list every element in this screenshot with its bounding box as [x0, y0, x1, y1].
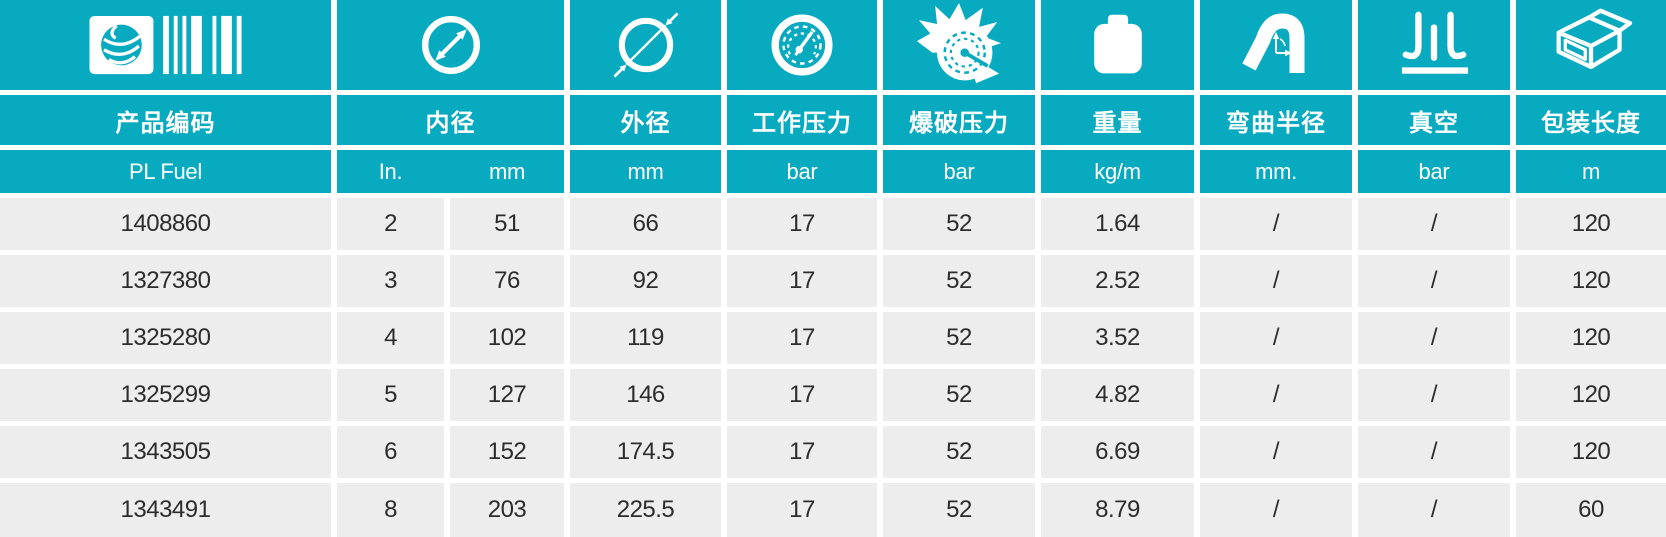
table-cell: 120 [1516, 369, 1666, 421]
unit-outer-diameter: mm [570, 150, 721, 193]
table-cell: / [1200, 198, 1352, 250]
table-cell: 76 [450, 255, 564, 307]
table-cell: / [1358, 483, 1510, 537]
table-cell: 17 [727, 198, 877, 250]
table-cell: 174.5 [570, 426, 721, 478]
table-cell: 51 [450, 198, 564, 250]
unit-vacuum: bar [1358, 150, 1510, 193]
unit-packing-length: m [1516, 150, 1666, 193]
table-cell: / [1358, 369, 1510, 421]
table-cell: / [1200, 426, 1352, 478]
barcode-icon [0, 0, 331, 90]
table-cell: 225.5 [570, 483, 721, 537]
table-cell: 52 [883, 255, 1035, 307]
table-cell: 1.64 [1041, 198, 1194, 250]
outer-diameter-icon [570, 0, 721, 90]
table-cell: 52 [883, 369, 1035, 421]
unit-working-pressure: bar [727, 150, 877, 193]
unit-weight: kg/m [1041, 150, 1194, 193]
product-code-cell: 1343491 [0, 483, 331, 537]
table-cell: / [1200, 369, 1352, 421]
table-cell: 8.79 [1041, 483, 1194, 537]
unit-inner-diameter-mm: mm [488, 158, 526, 184]
table-cell: 120 [1516, 255, 1666, 307]
column-header-packing-length: 包装长度 [1516, 95, 1666, 145]
packing-box-icon [1516, 0, 1666, 90]
column-header-working-pressure: 工作压力 [727, 95, 877, 145]
vacuum-icon [1358, 0, 1510, 90]
table-cell: 2 [337, 198, 444, 250]
table-cell: 120 [1516, 312, 1666, 364]
table-cell: 4 [337, 312, 444, 364]
table-cell: 120 [1516, 198, 1666, 250]
table-cell: / [1358, 426, 1510, 478]
column-header-outer-diameter: 外径 [570, 95, 721, 145]
table-cell: / [1358, 312, 1510, 364]
table-cell: 146 [570, 369, 721, 421]
table-cell: 119 [570, 312, 721, 364]
table-cell: 4.82 [1041, 369, 1194, 421]
table-cell: / [1358, 198, 1510, 250]
table-cell: 3 [337, 255, 444, 307]
table-cell: 6 [337, 426, 444, 478]
table-cell: 3.52 [1041, 312, 1194, 364]
table-cell: 17 [727, 369, 877, 421]
table-cell: 52 [883, 426, 1035, 478]
table-cell: 66 [570, 198, 721, 250]
table-cell: 17 [727, 483, 877, 537]
column-header-bend-radius: 弯曲半径 [1200, 95, 1352, 145]
table-cell: / [1200, 483, 1352, 537]
table-cell: 17 [727, 312, 877, 364]
burst-pressure-icon [883, 0, 1035, 90]
table-cell: 102 [450, 312, 564, 364]
weight-icon [1041, 0, 1194, 90]
product-code-cell: 1343505 [0, 426, 331, 478]
table-cell: 92 [570, 255, 721, 307]
table-cell: 17 [727, 426, 877, 478]
unit-bend-radius: mm. [1200, 150, 1352, 193]
unit-burst-pressure: bar [883, 150, 1035, 193]
column-header-burst-pressure: 爆破压力 [883, 95, 1035, 145]
product-code-cell: 1327380 [0, 255, 331, 307]
table-cell: / [1200, 255, 1352, 307]
product-code-cell: 1325299 [0, 369, 331, 421]
unit-product-series: PL Fuel [0, 150, 331, 193]
table-cell: 8 [337, 483, 444, 537]
table-cell: 52 [883, 198, 1035, 250]
column-header-inner-diameter: 内径 [337, 95, 564, 145]
table-cell: 6.69 [1041, 426, 1194, 478]
product-code-cell: 1325280 [0, 312, 331, 364]
table-cell: 152 [450, 426, 564, 478]
product-code-cell: 1408860 [0, 198, 331, 250]
bend-radius-icon [1200, 0, 1352, 90]
table-cell: 60 [1516, 483, 1666, 537]
unit-inner-diameter-inches: In. [378, 158, 403, 184]
table-cell: 120 [1516, 426, 1666, 478]
unit-inner-diameter: In. mm [337, 150, 564, 193]
column-header-vacuum: 真空 [1358, 95, 1510, 145]
table-cell: 52 [883, 483, 1035, 537]
table-cell: / [1200, 312, 1352, 364]
table-cell: / [1358, 255, 1510, 307]
column-header-weight: 重量 [1041, 95, 1194, 145]
table-cell: 5 [337, 369, 444, 421]
table-cell: 52 [883, 312, 1035, 364]
pressure-gauge-icon [727, 0, 877, 90]
table-cell: 2.52 [1041, 255, 1194, 307]
table-cell: 17 [727, 255, 877, 307]
table-cell: 127 [450, 369, 564, 421]
inner-diameter-icon [337, 0, 564, 90]
table-cell: 203 [450, 483, 564, 537]
column-header-product-code: 产品编码 [0, 95, 331, 145]
